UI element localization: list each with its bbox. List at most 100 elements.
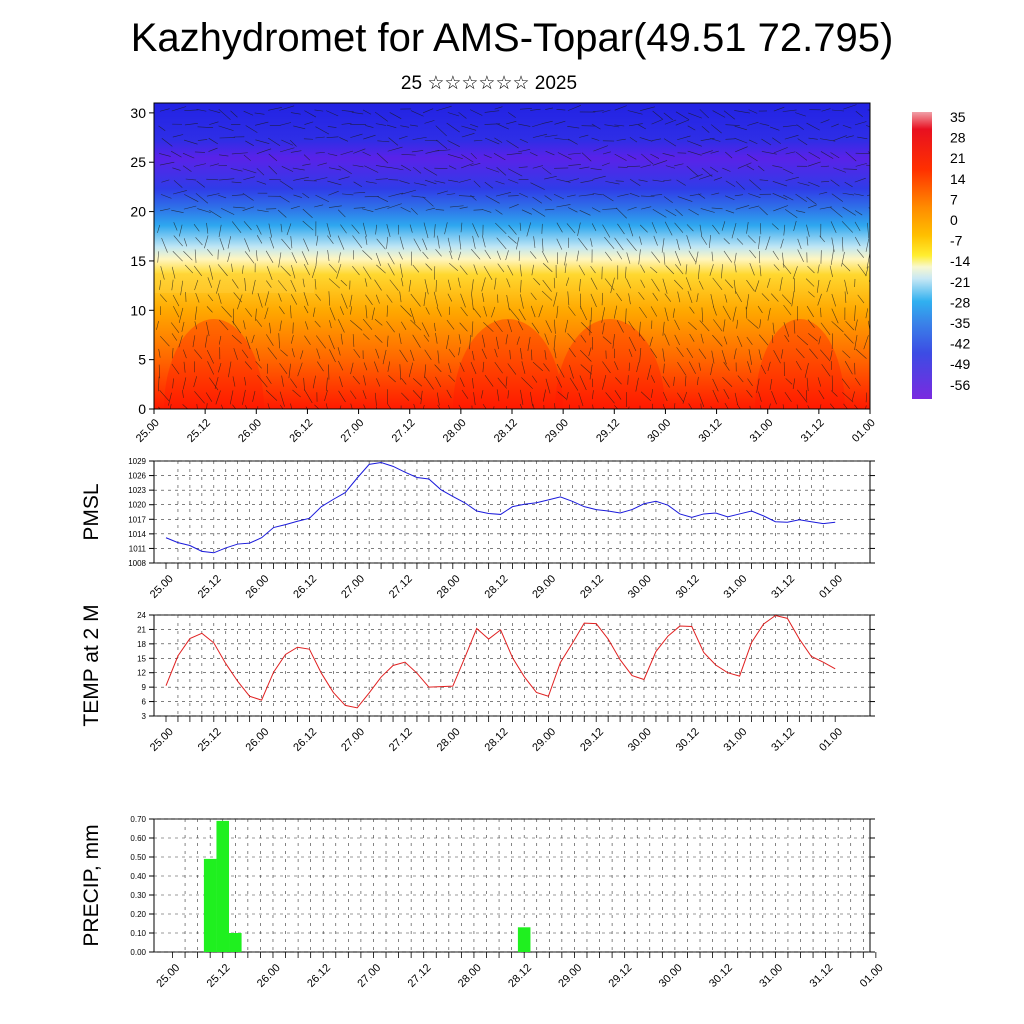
wind-vector [831,109,845,112]
wind-vector [747,235,756,244]
wind-vector [674,264,684,275]
wind-vector [337,209,346,218]
wind-vector [857,294,865,304]
wind-vector [292,167,305,171]
wind-vector [797,138,808,146]
wind-vector [507,390,510,399]
wind-vector [746,222,749,234]
wind-vector [748,193,761,198]
wind-vector [841,262,851,272]
wind-vector [756,378,760,393]
wind-vector [412,390,422,400]
wind-vector [460,293,466,308]
wind-vector [682,391,688,404]
wind-vector [172,167,181,171]
wind-vector [820,119,830,124]
wind-vector [437,190,448,195]
wind-vector [328,263,337,273]
wind-vector [556,305,559,319]
wind-vector [207,248,213,256]
wind-vector [158,125,166,131]
wind-vector [257,375,268,388]
wind-vector [170,322,180,333]
wind-vector [856,249,865,258]
wind-vector [736,238,744,245]
wind-vector [772,165,783,168]
heatmap-y-axis: 0 5 10 15 20 25 30 [130,105,154,417]
wind-vector [663,363,665,374]
wind-vector [327,153,338,156]
wind-vector [785,209,798,218]
wind-vector [517,321,524,331]
wind-vector [746,336,753,345]
wind-vector [171,333,178,341]
wind-vector [865,238,870,252]
wind-vector [819,404,822,409]
wind-vector [184,194,199,202]
wind-vector [531,264,534,276]
wind-vector [493,320,503,333]
wind-vector [795,348,805,359]
wind-vector [664,221,673,236]
wind-vector [867,222,870,239]
wind-vector [160,335,170,347]
wind-vector [759,179,769,181]
wind-vector [484,375,494,387]
wind-vector [340,279,348,286]
wind-vector [519,138,529,143]
wind-vector [314,278,317,290]
wind-vector [497,263,505,273]
wind-vector [293,125,306,130]
wind-vector [244,377,247,386]
wind-vector [817,377,822,387]
wind-vector [592,175,606,180]
wind-vector [413,238,422,252]
wind-vector [602,336,612,345]
wind-vector [759,405,762,409]
wind-vector [184,123,198,126]
wind-vector [158,364,161,379]
wind-vector [410,110,424,117]
wind-vector [625,266,627,279]
wind-vector [434,364,442,373]
wind-vector [628,321,635,331]
wind-vector [362,390,367,400]
wind-vector [399,291,402,303]
wind-vector [506,405,508,409]
wind-vector [353,207,366,209]
wind-vector [698,280,704,290]
wind-vector [423,334,430,342]
wind-vector [458,347,461,356]
wind-vector [783,224,786,236]
wind-vector [161,137,173,147]
wind-vector [758,334,769,346]
wind-vector [458,111,467,119]
wind-vector [400,125,409,128]
wind-vector [338,360,344,371]
wind-vector [207,277,213,288]
wind-vector [180,280,184,296]
wind-vector [448,348,456,358]
wind-vector [711,124,722,134]
x-tick-label: 29.12 [578,726,606,754]
x-tick-label: 30.00 [657,962,685,990]
wind-vector [661,238,665,253]
wind-vector [219,154,229,157]
wind-vector [855,110,863,118]
wind-vector [480,390,484,399]
wind-vector [232,404,237,409]
wind-vector [697,264,700,280]
wind-vector [735,181,745,190]
wind-vector [723,250,733,263]
wind-vector [183,139,198,145]
wind-vector [780,349,784,359]
wind-vector [843,168,858,170]
wind-vector [748,205,760,209]
wind-vector [435,149,451,152]
x-tick-label: 30.12 [674,573,702,601]
wind-vector [543,405,545,409]
wind-vector [493,153,506,161]
y-tick-label: 9 [142,683,147,692]
wind-vector [207,361,215,375]
wind-vector [448,404,450,409]
